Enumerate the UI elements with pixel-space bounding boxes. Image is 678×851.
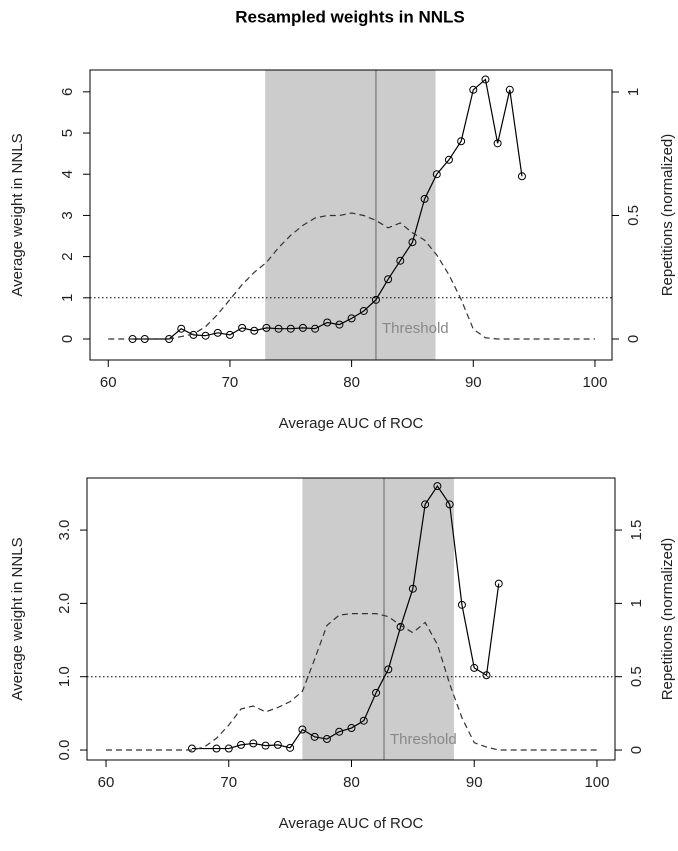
point <box>481 75 490 84</box>
point <box>187 744 196 753</box>
y-tick-label: 2.0 <box>56 593 73 614</box>
point <box>470 663 479 672</box>
point <box>298 725 307 734</box>
x-tick-label: 70 <box>222 374 239 391</box>
x-tick-label: 60 <box>100 374 117 391</box>
dashed-line <box>108 212 595 340</box>
y2-tick-label: 1 <box>628 599 645 607</box>
point <box>421 500 430 509</box>
point <box>311 324 320 333</box>
point <box>212 744 221 753</box>
x-tick-label: 90 <box>466 774 483 791</box>
dashed-line <box>106 613 597 751</box>
point <box>469 85 478 94</box>
point <box>384 275 393 284</box>
point <box>274 324 283 333</box>
point <box>517 172 526 181</box>
y-tick-label: 4 <box>59 170 76 178</box>
x-tick-label: 60 <box>98 774 115 791</box>
annotation: Threshold <box>390 731 457 748</box>
point <box>249 739 258 748</box>
point <box>384 665 393 674</box>
point <box>494 579 503 588</box>
point <box>493 139 502 148</box>
y-tick-label: 5 <box>59 129 76 137</box>
point <box>335 727 344 736</box>
x-tick-label: 80 <box>343 774 360 791</box>
point <box>505 85 514 94</box>
point <box>347 724 356 733</box>
point <box>286 743 295 752</box>
y-axis-label: Average weight in NNLS <box>9 537 26 700</box>
point <box>298 323 307 332</box>
point <box>165 334 174 343</box>
x-tick-label: 80 <box>343 374 360 391</box>
point <box>273 740 282 749</box>
y-tick-label: 1 <box>59 294 76 302</box>
point <box>262 323 271 332</box>
point <box>457 137 466 146</box>
point <box>310 732 319 741</box>
point <box>457 600 466 609</box>
y-tick-label: 0 <box>59 335 76 343</box>
point <box>225 330 234 339</box>
x-tick-label: 90 <box>465 374 482 391</box>
threshold-band <box>302 478 454 760</box>
point <box>201 331 210 340</box>
x-axis-label: Average AUC of ROC <box>279 415 424 432</box>
y-tick-label: 1.0 <box>56 666 73 687</box>
y2-tick-label: 0 <box>628 746 645 754</box>
x-tick-label: 70 <box>220 774 237 791</box>
y2-tick-label: 0 <box>625 335 642 343</box>
y-tick-label: 2 <box>59 252 76 260</box>
point <box>261 741 270 750</box>
y2-axis-label: Repetitions (normalized) <box>659 134 676 297</box>
point <box>444 155 453 164</box>
point <box>323 318 332 327</box>
x-tick-label: 100 <box>582 374 607 391</box>
point <box>224 744 233 753</box>
y-axis-label: Average weight in NNLS <box>9 133 26 296</box>
y2-tick-label: 0.5 <box>628 666 645 687</box>
y-tick-label: 6 <box>59 88 76 96</box>
y-tick-label: 3.0 <box>56 520 73 541</box>
y2-axis-label: Repetitions (normalized) <box>659 538 676 701</box>
point <box>432 170 441 179</box>
x-tick-label: 100 <box>584 774 609 791</box>
y2-tick-label: 1.5 <box>628 520 645 541</box>
point <box>213 328 222 337</box>
point <box>335 320 344 329</box>
point <box>237 740 246 749</box>
y-tick-label: 3 <box>59 211 76 219</box>
point <box>372 688 381 697</box>
point <box>359 306 368 315</box>
point <box>433 482 442 491</box>
y2-tick-label: 1 <box>625 88 642 96</box>
x-axis-label: Average AUC of ROC <box>279 815 424 832</box>
point <box>445 500 454 509</box>
series-line <box>191 484 500 750</box>
point <box>408 238 417 247</box>
y-tick-label: 0.0 <box>56 740 73 761</box>
point <box>347 314 356 323</box>
point <box>396 256 405 265</box>
point <box>238 323 247 332</box>
point <box>359 716 368 725</box>
point <box>420 194 429 203</box>
point <box>408 584 417 593</box>
point <box>250 326 259 335</box>
point <box>286 324 295 333</box>
annotation: Threshold <box>382 320 449 337</box>
point <box>371 295 380 304</box>
point <box>482 671 491 680</box>
point <box>322 735 331 744</box>
chart-title: Resampled weights in NNLS <box>235 7 465 26</box>
point <box>177 324 186 333</box>
threshold-band <box>265 70 436 360</box>
y2-tick-label: 0.5 <box>625 205 642 226</box>
